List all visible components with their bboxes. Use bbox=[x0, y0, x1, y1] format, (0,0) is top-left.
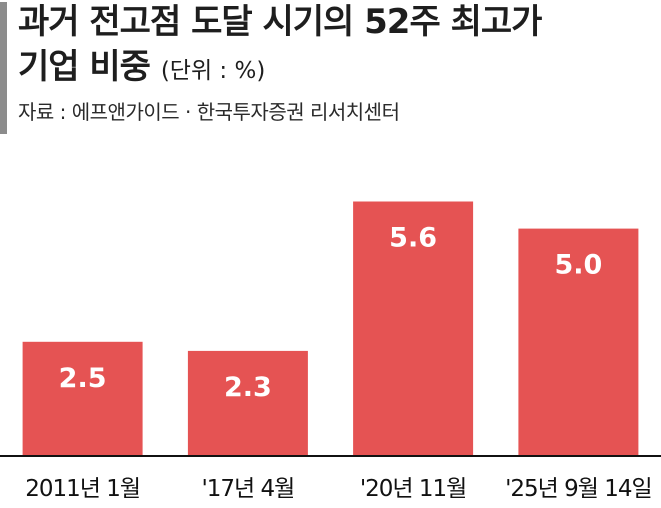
x-tick-label-1: 2011년 1월 bbox=[25, 476, 140, 502]
bar-value-label-3: 5.6 bbox=[389, 223, 437, 254]
x-tick-label-3: '20년 11월 bbox=[360, 476, 467, 502]
chart-title-line2: 기업 비중 bbox=[18, 47, 151, 87]
bar-value-label-2: 2.3 bbox=[224, 372, 272, 403]
bar-4 bbox=[518, 228, 639, 455]
bar-2 bbox=[187, 350, 308, 455]
x-tick-label-2: '17년 4월 bbox=[201, 476, 294, 502]
bar-value-label-1: 2.5 bbox=[59, 363, 107, 394]
bar-value-label-4: 5.0 bbox=[554, 250, 602, 281]
source-note: 자료 : 에프앤가이드 · 한국투자증권 리서치센터 bbox=[18, 100, 400, 124]
bar-3 bbox=[353, 201, 474, 455]
bar-1 bbox=[22, 341, 143, 455]
chart-title-line1: 과거 전고점 도달 시기의 52주 최고가 bbox=[18, 2, 542, 42]
chart-title: 과거 전고점 도달 시기의 52주 최고가 기업 비중 (단위 : %) bbox=[18, 0, 658, 94]
x-tick-label-4: '25년 9월 14일 bbox=[505, 476, 652, 502]
unit-label: (단위 : %) bbox=[160, 58, 266, 84]
title-accent-bar bbox=[0, 2, 7, 134]
